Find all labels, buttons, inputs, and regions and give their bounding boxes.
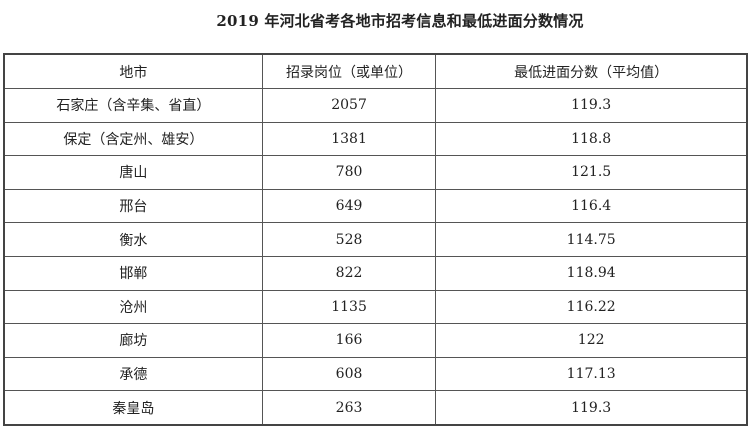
- cell-min-score: 114.75: [435, 222, 748, 257]
- table-header-row: 地市 招录岗位（或单位） 最低进面分数（平均值）: [3, 53, 748, 89]
- cell-min-score: 118.8: [435, 121, 748, 157]
- cell-min-score: 116.22: [435, 289, 748, 325]
- cell-positions: 780: [261, 155, 437, 190]
- cell-city: 石家庄（含辛集、省直）: [3, 88, 263, 123]
- table-row: 石家庄（含辛集、省直） 2057 119.3: [3, 88, 748, 123]
- cell-city: 廊坊: [3, 323, 263, 358]
- cell-positions: 166: [261, 323, 437, 358]
- cell-min-score: 119.3: [435, 88, 748, 123]
- cell-city: 沧州: [3, 289, 263, 325]
- cell-city: 衡水: [3, 222, 263, 257]
- cell-min-score: 119.3: [435, 390, 748, 426]
- table-row: 廊坊 166 122: [3, 323, 748, 358]
- table-row: 唐山 780 121.5: [3, 155, 748, 190]
- cell-city: 邢台: [3, 188, 263, 224]
- cell-positions: 649: [261, 188, 437, 224]
- cell-positions: 608: [261, 356, 437, 392]
- cell-positions: 822: [261, 255, 437, 291]
- data-table: 地市 招录岗位（或单位） 最低进面分数（平均值） 石家庄（含辛集、省直） 2057…: [3, 53, 748, 426]
- table-row: 承德 608 117.13: [3, 356, 748, 392]
- cell-positions: 263: [261, 390, 437, 426]
- header-city: 地市: [3, 53, 263, 89]
- page-title: 2019 年河北省考各地市招考信息和最低进面分数情况: [216, 12, 584, 30]
- cell-min-score: 122: [435, 323, 748, 358]
- table-row: 衡水 528 114.75: [3, 222, 748, 257]
- table-row: 保定（含定州、雄安） 1381 118.8: [3, 121, 748, 157]
- cell-city: 秦皇岛: [3, 390, 263, 426]
- cell-positions: 1381: [261, 121, 437, 157]
- cell-positions: 2057: [261, 88, 437, 123]
- cell-min-score: 118.94: [435, 255, 748, 291]
- table-row: 秦皇岛 263 119.3: [3, 390, 748, 426]
- cell-positions: 1135: [261, 289, 437, 325]
- cell-positions: 528: [261, 222, 437, 257]
- cell-city: 保定（含定州、雄安）: [3, 121, 263, 157]
- cell-min-score: 116.4: [435, 188, 748, 224]
- cell-min-score: 117.13: [435, 356, 748, 392]
- table-row: 邢台 649 116.4: [3, 188, 748, 224]
- header-positions: 招录岗位（或单位）: [261, 53, 437, 89]
- table-row: 沧州 1135 116.22: [3, 289, 748, 325]
- cell-city: 唐山: [3, 155, 263, 190]
- cell-city: 承德: [3, 356, 263, 392]
- cell-city: 邯郸: [3, 255, 263, 291]
- cell-min-score: 121.5: [435, 155, 748, 190]
- header-min-score: 最低进面分数（平均值）: [435, 53, 748, 89]
- table-row: 邯郸 822 118.94: [3, 255, 748, 291]
